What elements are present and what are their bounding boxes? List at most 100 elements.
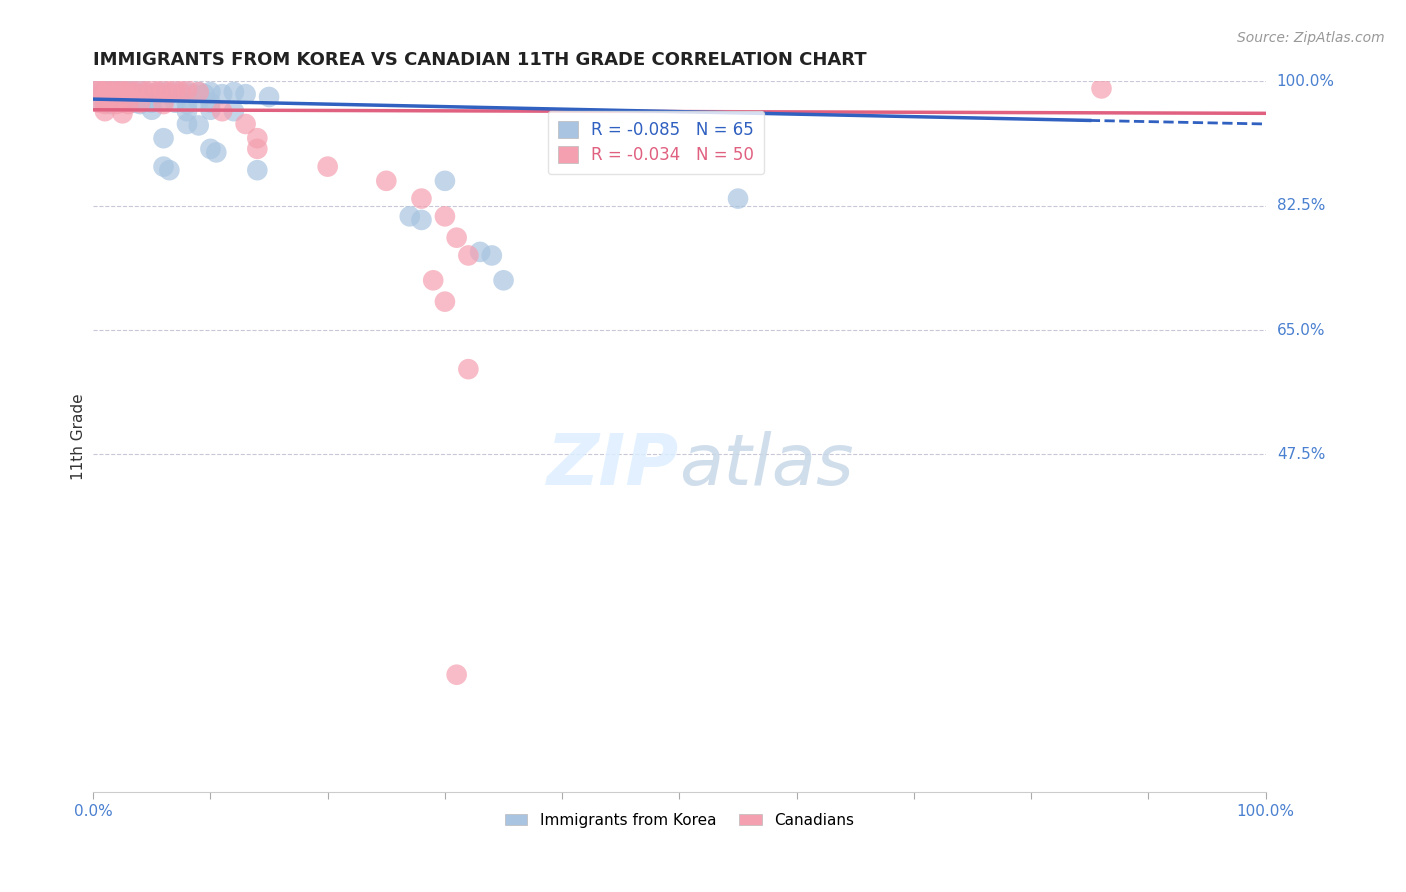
Point [211,87,233,102]
Point [176,85,198,99]
Point [727,192,749,206]
Point [157,87,180,102]
Point [222,104,245,119]
Point [411,192,433,206]
Point [107,85,129,99]
Point [111,95,134,110]
Point [110,83,132,97]
Point [170,85,193,99]
Point [375,174,398,188]
Point [411,213,433,227]
Point [122,95,145,110]
Point [446,230,468,244]
Point [135,85,157,99]
Point [122,85,145,99]
Point [146,85,169,99]
Point [146,85,169,99]
Point [141,95,163,110]
Point [468,244,491,259]
Point [200,142,222,156]
Point [100,95,122,110]
Point [105,83,128,97]
Point [105,97,128,112]
Point [100,81,122,95]
Point [481,248,503,262]
Point [94,95,117,110]
Point [105,95,128,109]
Point [115,85,138,99]
Point [87,95,110,110]
Point [152,97,174,112]
Point [127,87,149,102]
Point [122,85,145,99]
Point [152,131,174,145]
Point [152,83,174,97]
Point [170,87,193,102]
Point [103,85,125,99]
Point [117,83,139,97]
Point [96,87,118,102]
Point [176,104,198,119]
Point [91,85,114,99]
Point [446,667,468,681]
Point [108,87,131,101]
Point [94,97,117,112]
Point [316,160,339,174]
Text: ZIP: ZIP [547,431,679,500]
Point [205,145,228,160]
Point [492,273,515,287]
Point [152,160,174,174]
Point [152,85,174,99]
Y-axis label: 11th Grade: 11th Grade [72,393,86,480]
Point [129,97,152,112]
Point [94,83,117,97]
Point [433,210,456,224]
Point [96,83,118,97]
Point [181,87,204,102]
Text: 82.5%: 82.5% [1277,198,1324,213]
Point [135,95,157,109]
Point [111,95,134,110]
Point [157,163,180,178]
Point [100,97,122,112]
Text: 100.0%: 100.0% [1277,74,1334,89]
Point [135,85,157,99]
Point [457,248,479,262]
Point [176,97,198,112]
Point [117,97,139,112]
Point [111,106,134,120]
Point [187,119,209,133]
Point [141,87,163,102]
Point [176,83,198,97]
Point [94,104,117,119]
Text: Source: ZipAtlas.com: Source: ZipAtlas.com [1237,31,1385,45]
Point [200,85,222,99]
Point [141,83,163,97]
Point [103,83,125,97]
Point [457,362,479,376]
Point [87,95,110,109]
Point [165,95,187,110]
Text: atlas: atlas [679,431,853,500]
Point [129,83,152,97]
Point [433,294,456,309]
Point [129,95,152,110]
Point [86,81,108,95]
Point [398,210,420,224]
Point [200,103,222,117]
Point [187,85,209,99]
Point [422,273,444,287]
Point [89,83,111,97]
Point [257,90,280,104]
Point [117,83,139,97]
Point [117,95,139,109]
Point [157,85,180,99]
Point [129,83,152,97]
Point [152,95,174,109]
Point [114,85,136,99]
Point [1090,81,1112,95]
Point [200,95,222,110]
Point [235,117,257,131]
Point [211,104,233,119]
Point [222,85,245,99]
